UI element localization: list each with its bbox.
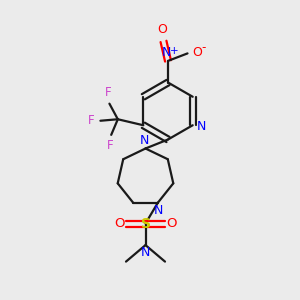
Text: F: F bbox=[106, 140, 113, 152]
Text: O: O bbox=[166, 217, 177, 230]
Text: +: + bbox=[170, 46, 179, 56]
Text: N: N bbox=[197, 120, 207, 133]
Text: O: O bbox=[193, 46, 202, 59]
Text: S: S bbox=[140, 217, 151, 230]
Text: N: N bbox=[140, 134, 150, 147]
Text: F: F bbox=[105, 86, 111, 99]
Text: F: F bbox=[88, 114, 94, 127]
Text: N: N bbox=[154, 204, 163, 217]
Text: -: - bbox=[201, 41, 205, 55]
Text: O: O bbox=[157, 23, 167, 36]
Text: N: N bbox=[141, 246, 150, 259]
Text: O: O bbox=[114, 217, 124, 230]
Text: N: N bbox=[162, 46, 171, 59]
